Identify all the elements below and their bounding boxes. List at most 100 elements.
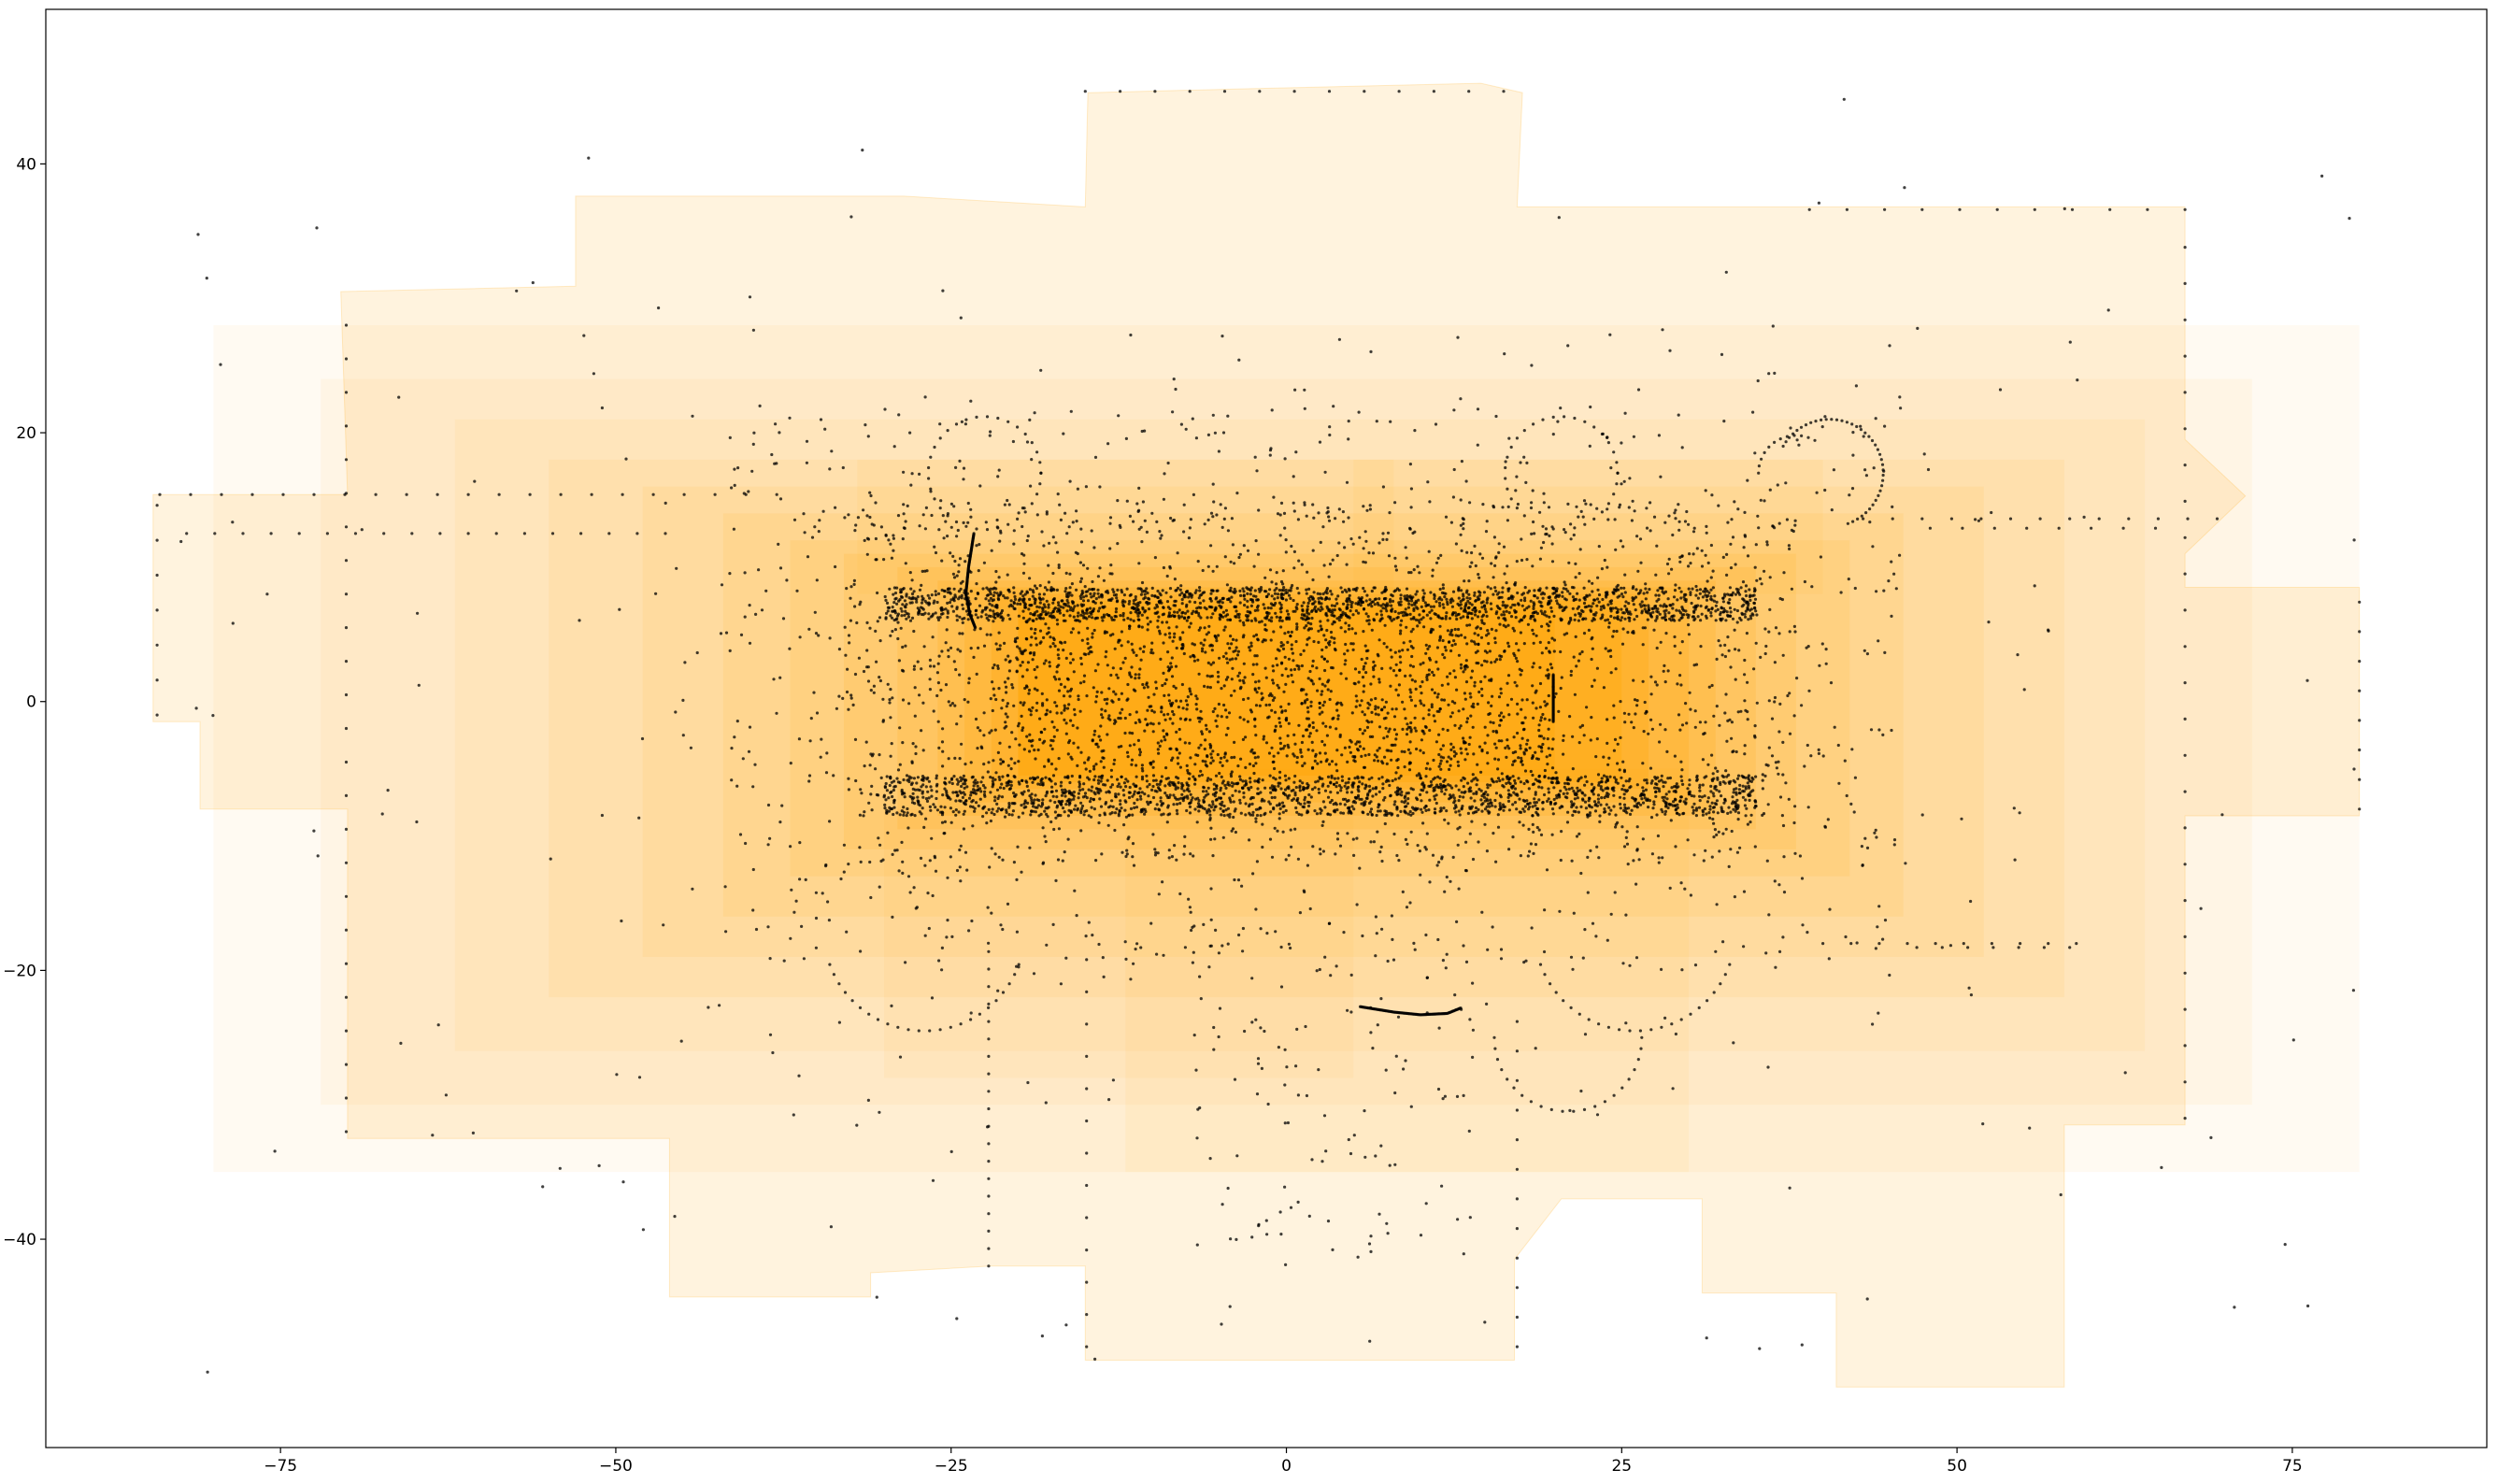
data-point	[1181, 631, 1185, 635]
data-point	[1093, 617, 1097, 621]
data-point	[1564, 788, 1568, 792]
data-point	[1192, 609, 1195, 613]
data-point	[1470, 603, 1474, 606]
data-point	[1608, 775, 1612, 778]
data-point	[1721, 832, 1725, 835]
data-point	[1081, 614, 1085, 618]
data-point	[1453, 676, 1457, 679]
data-point	[1069, 810, 1073, 814]
data-point	[1588, 796, 1592, 801]
data-point	[1138, 753, 1142, 757]
data-point	[1412, 568, 1416, 572]
data-point	[1071, 723, 1075, 728]
data-point	[1222, 703, 1226, 707]
data-point	[1542, 736, 1546, 740]
data-point	[955, 606, 959, 611]
data-point	[1718, 790, 1721, 793]
data-point	[1182, 530, 1186, 534]
data-point	[917, 612, 921, 616]
data-point	[1511, 595, 1515, 599]
data-point	[1100, 691, 1104, 694]
data-point	[1364, 649, 1368, 653]
data-point	[1380, 666, 1384, 671]
data-point	[1619, 619, 1622, 622]
data-point	[908, 601, 912, 605]
data-point	[1409, 617, 1413, 621]
data-point	[1746, 781, 1749, 785]
data-point	[1051, 601, 1055, 605]
data-point	[1754, 609, 1758, 613]
data-point	[1422, 704, 1426, 707]
data-point	[1666, 597, 1670, 601]
data-point	[1480, 809, 1484, 813]
data-point	[1197, 809, 1201, 813]
data-point	[1189, 792, 1192, 796]
data-point	[1562, 792, 1565, 796]
data-point	[1392, 715, 1397, 719]
data-point	[1711, 586, 1715, 590]
data-point	[1662, 605, 1665, 608]
data-point	[1645, 610, 1649, 614]
data-point	[1432, 605, 1435, 608]
data-point	[1338, 608, 1342, 612]
data-point	[1274, 611, 1278, 615]
data-point	[1674, 508, 1677, 512]
data-point	[1125, 587, 1129, 591]
data-point	[1175, 808, 1178, 813]
data-point	[1224, 786, 1228, 791]
data-point	[1254, 820, 1258, 823]
data-point	[1551, 592, 1555, 595]
data-point	[1565, 792, 1569, 795]
data-point	[1188, 526, 1192, 530]
data-point	[1576, 796, 1579, 800]
data-point	[1292, 752, 1295, 756]
density-rect	[213, 325, 2360, 1173]
data-point	[1168, 783, 1172, 788]
data-point	[1098, 606, 1102, 610]
data-point	[1199, 769, 1203, 773]
data-point	[1488, 810, 1492, 814]
data-point	[1500, 739, 1504, 743]
data-point	[1381, 762, 1385, 765]
data-point	[1545, 586, 1549, 590]
data-point	[1055, 804, 1060, 808]
data-point	[1435, 600, 1438, 604]
data-point	[1522, 608, 1526, 612]
data-point	[1747, 786, 1751, 790]
data-point	[1645, 778, 1649, 782]
data-point	[1044, 840, 1048, 844]
data-point	[954, 808, 958, 812]
data-point	[1167, 849, 1171, 852]
data-point	[1533, 532, 1536, 535]
data-point	[1421, 781, 1425, 785]
data-point	[1198, 601, 1202, 606]
data-point	[1157, 615, 1161, 619]
data-point	[1330, 604, 1334, 607]
data-point	[1515, 807, 1519, 811]
data-point	[1251, 663, 1255, 666]
data-point	[1141, 807, 1145, 811]
data-point	[895, 602, 899, 606]
data-point	[1583, 793, 1587, 797]
data-point	[1194, 609, 1198, 614]
data-point	[1571, 813, 1575, 818]
data-point	[1069, 798, 1073, 802]
data-point	[1449, 748, 1453, 752]
data-point	[892, 806, 896, 809]
data-point	[1537, 723, 1541, 727]
data-point	[956, 648, 960, 651]
data-point	[1476, 702, 1479, 706]
data-point	[1161, 613, 1164, 617]
data-point	[1220, 596, 1225, 600]
data-point	[1532, 830, 1535, 835]
data-point	[1338, 802, 1342, 806]
data-point	[1092, 778, 1096, 782]
data-point	[1491, 804, 1494, 807]
data-point	[1619, 700, 1622, 704]
data-point	[1156, 748, 1160, 751]
data-point	[992, 759, 995, 763]
data-point	[1406, 648, 1409, 651]
data-point	[1323, 789, 1328, 792]
data-point	[1089, 797, 1092, 801]
data-point	[1413, 726, 1417, 730]
